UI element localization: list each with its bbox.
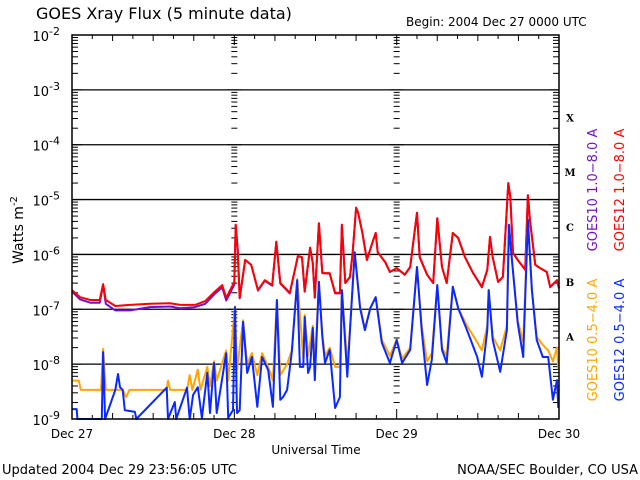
series-line-1 (71, 182, 560, 307)
y-tick-label-base: 10 (32, 85, 49, 100)
begin-time-label: Begin: 2004 Dec 27 0000 UTC (406, 15, 587, 29)
series-layer (71, 182, 560, 420)
x-tick-label: Dec 27 (51, 427, 93, 441)
y-tick-label-exponent: -7 (49, 299, 60, 312)
y-tick-label: 10-6 (32, 244, 60, 264)
x-tick-label: Dec 29 (376, 427, 418, 441)
y-tick-label-base: 10 (32, 249, 49, 264)
y-tick-label: 10-9 (32, 409, 60, 429)
flare-class-label: B (566, 278, 574, 289)
series-line-3 (72, 218, 560, 420)
y-tick-label: 10-5 (32, 190, 60, 210)
y-tick-label-exponent: -6 (49, 244, 60, 257)
flare-class-label: X (566, 113, 574, 124)
y-tick-label-base: 10 (32, 30, 49, 45)
y-tick-label-base: 10 (32, 359, 49, 374)
plot-frame (71, 34, 560, 420)
y-tick-label-exponent: -4 (49, 135, 60, 148)
y-tick-label-base: 10 (32, 195, 49, 210)
y-tick-label-exponent: -9 (49, 409, 60, 422)
flare-class-label: M (564, 168, 575, 179)
legend-entry-2: GOES10 0.5−4.0 A (586, 279, 601, 402)
y-axis-label-base: Watts m (11, 206, 27, 264)
legend-entry-0: GOES10 1.0−8.0 A (586, 129, 601, 252)
y-tick-label-base: 10 (32, 304, 49, 319)
source-credit: NOAA/SEC Boulder, CO USA (457, 463, 638, 478)
y-tick-label-base: 10 (32, 140, 49, 155)
x-axis-label: Universal Time (271, 443, 360, 457)
y-tick-label-exponent: -3 (49, 80, 60, 93)
axes-frame (71, 34, 560, 420)
flare-class-label: A (565, 333, 574, 344)
chart-title: GOES Xray Flux (5 minute data) (36, 4, 292, 23)
legend-entry-1: GOES12 1.0−8.0 A (613, 129, 628, 252)
y-tick-label-base: 10 (32, 414, 49, 429)
updated-timestamp: Updated 2004 Dec 29 23:56:05 UTC (2, 463, 237, 478)
y-tick-label: 10-3 (32, 80, 60, 100)
flare-class-label: C (566, 223, 574, 234)
y-tick-label: 10-4 (32, 135, 60, 155)
legend-entry-3: GOES12 0.5−4.0 A (613, 279, 628, 402)
y-axis-label: Watts m-2 (9, 196, 27, 264)
y-tick-label-exponent: -8 (49, 354, 60, 367)
y-tick-label: 10-7 (32, 299, 60, 319)
y-tick-label-exponent: -5 (49, 190, 60, 203)
legend: GOES10 1.0−8.0 A GOES12 1.0−8.0 A GOES10 0… (586, 129, 628, 402)
x-tick-label: Dec 28 (213, 427, 255, 441)
y-tick-label: 10-8 (32, 354, 60, 374)
y-tick-label: 10-2 (32, 25, 60, 45)
y-axis-label-exp: -2 (9, 196, 20, 206)
x-tick-label: Dec 30 (538, 427, 580, 441)
y-tick-label-exponent: -2 (49, 25, 60, 38)
